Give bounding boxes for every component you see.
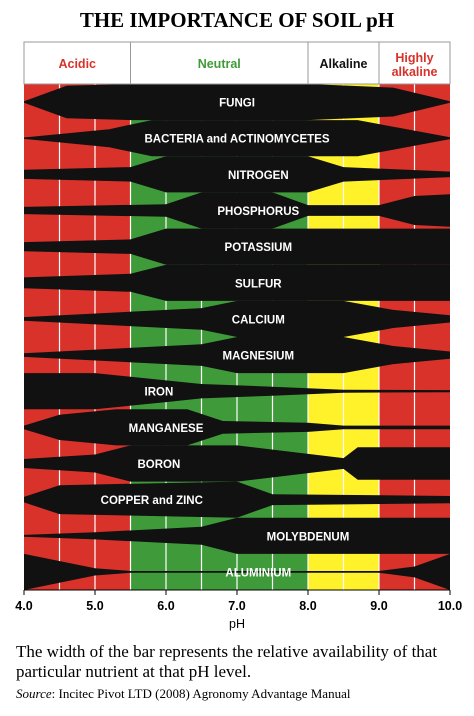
nutrient-label: POTASSIUM xyxy=(225,242,293,254)
nutrient-label: BACTERIA and ACTINOMYCETES xyxy=(144,134,329,146)
nutrient-band xyxy=(24,228,450,265)
nutrient-band xyxy=(24,445,450,482)
source-label: Source xyxy=(16,686,52,701)
nutrient-label: PHOSPHORUS xyxy=(217,206,299,218)
source-text: : Incitec Pivot LTD (2008) Agronomy Adva… xyxy=(51,686,351,701)
x-tick-label: 4.0 xyxy=(15,599,32,613)
nutrient-band xyxy=(24,337,450,374)
chart-caption: The width of the bar represents the rela… xyxy=(16,642,438,681)
zone-label: Acidic xyxy=(58,57,96,71)
x-axis-label: pH xyxy=(229,617,245,631)
nutrient-labels: FUNGI BACTERIA and ACTINOMYCETES NITROGEN P… xyxy=(101,98,350,580)
nutrient-bands xyxy=(24,84,450,590)
nutrient-label: CALCIUM xyxy=(232,314,285,326)
nutrient-band xyxy=(24,120,450,157)
soil-ph-chart: FUNGI BACTERIA and ACTINOMYCETES NITROGEN P… xyxy=(15,41,462,631)
nutrient-label: MAGNESIUM xyxy=(223,351,295,363)
zone-label: Highly xyxy=(395,51,433,65)
nutrient-label: NITROGEN xyxy=(228,170,289,182)
nutrient-band xyxy=(24,517,450,554)
x-tick-label: 8.0 xyxy=(299,599,316,613)
nutrient-label: MOLYBDENUM xyxy=(267,531,350,543)
nutrient-label: ALUMINIUM xyxy=(225,567,291,579)
x-tick-label: 9.0 xyxy=(370,599,387,613)
nutrient-label: BORON xyxy=(137,459,180,471)
nutrient-band xyxy=(24,409,450,446)
x-tick-label: 7.0 xyxy=(228,599,245,613)
zone-label: Alkaline xyxy=(320,57,368,71)
nutrient-band xyxy=(24,192,450,229)
nutrient-label: IRON xyxy=(145,387,174,399)
x-tick-label: 5.0 xyxy=(86,599,103,613)
nutrient-band xyxy=(24,553,450,590)
x-axis: 4.0 5.0 6.0 7.0 8.0 9.0 10.0 pH xyxy=(15,589,462,631)
x-tick-label: 10.0 xyxy=(438,599,462,613)
nutrient-band xyxy=(24,264,450,301)
nutrient-band xyxy=(24,156,450,193)
nutrient-label: COPPER and ZINC xyxy=(101,495,203,507)
nutrient-band xyxy=(24,481,450,518)
nutrient-label: SULFUR xyxy=(235,278,282,290)
nutrient-band xyxy=(24,373,450,410)
page-title: THE IMPORTANCE OF SOIL pH xyxy=(79,8,395,32)
zone-label: Neutral xyxy=(198,57,241,71)
nutrient-label: MANGANESE xyxy=(129,423,204,435)
chart-source: Source: Incitec Pivot LTD (2008) Agronom… xyxy=(16,686,466,702)
nutrient-band xyxy=(24,84,450,121)
x-tick-label: 6.0 xyxy=(157,599,174,613)
zone-label: alkaline xyxy=(392,65,438,79)
nutrient-label: FUNGI xyxy=(219,98,255,110)
nutrient-band xyxy=(24,300,450,337)
